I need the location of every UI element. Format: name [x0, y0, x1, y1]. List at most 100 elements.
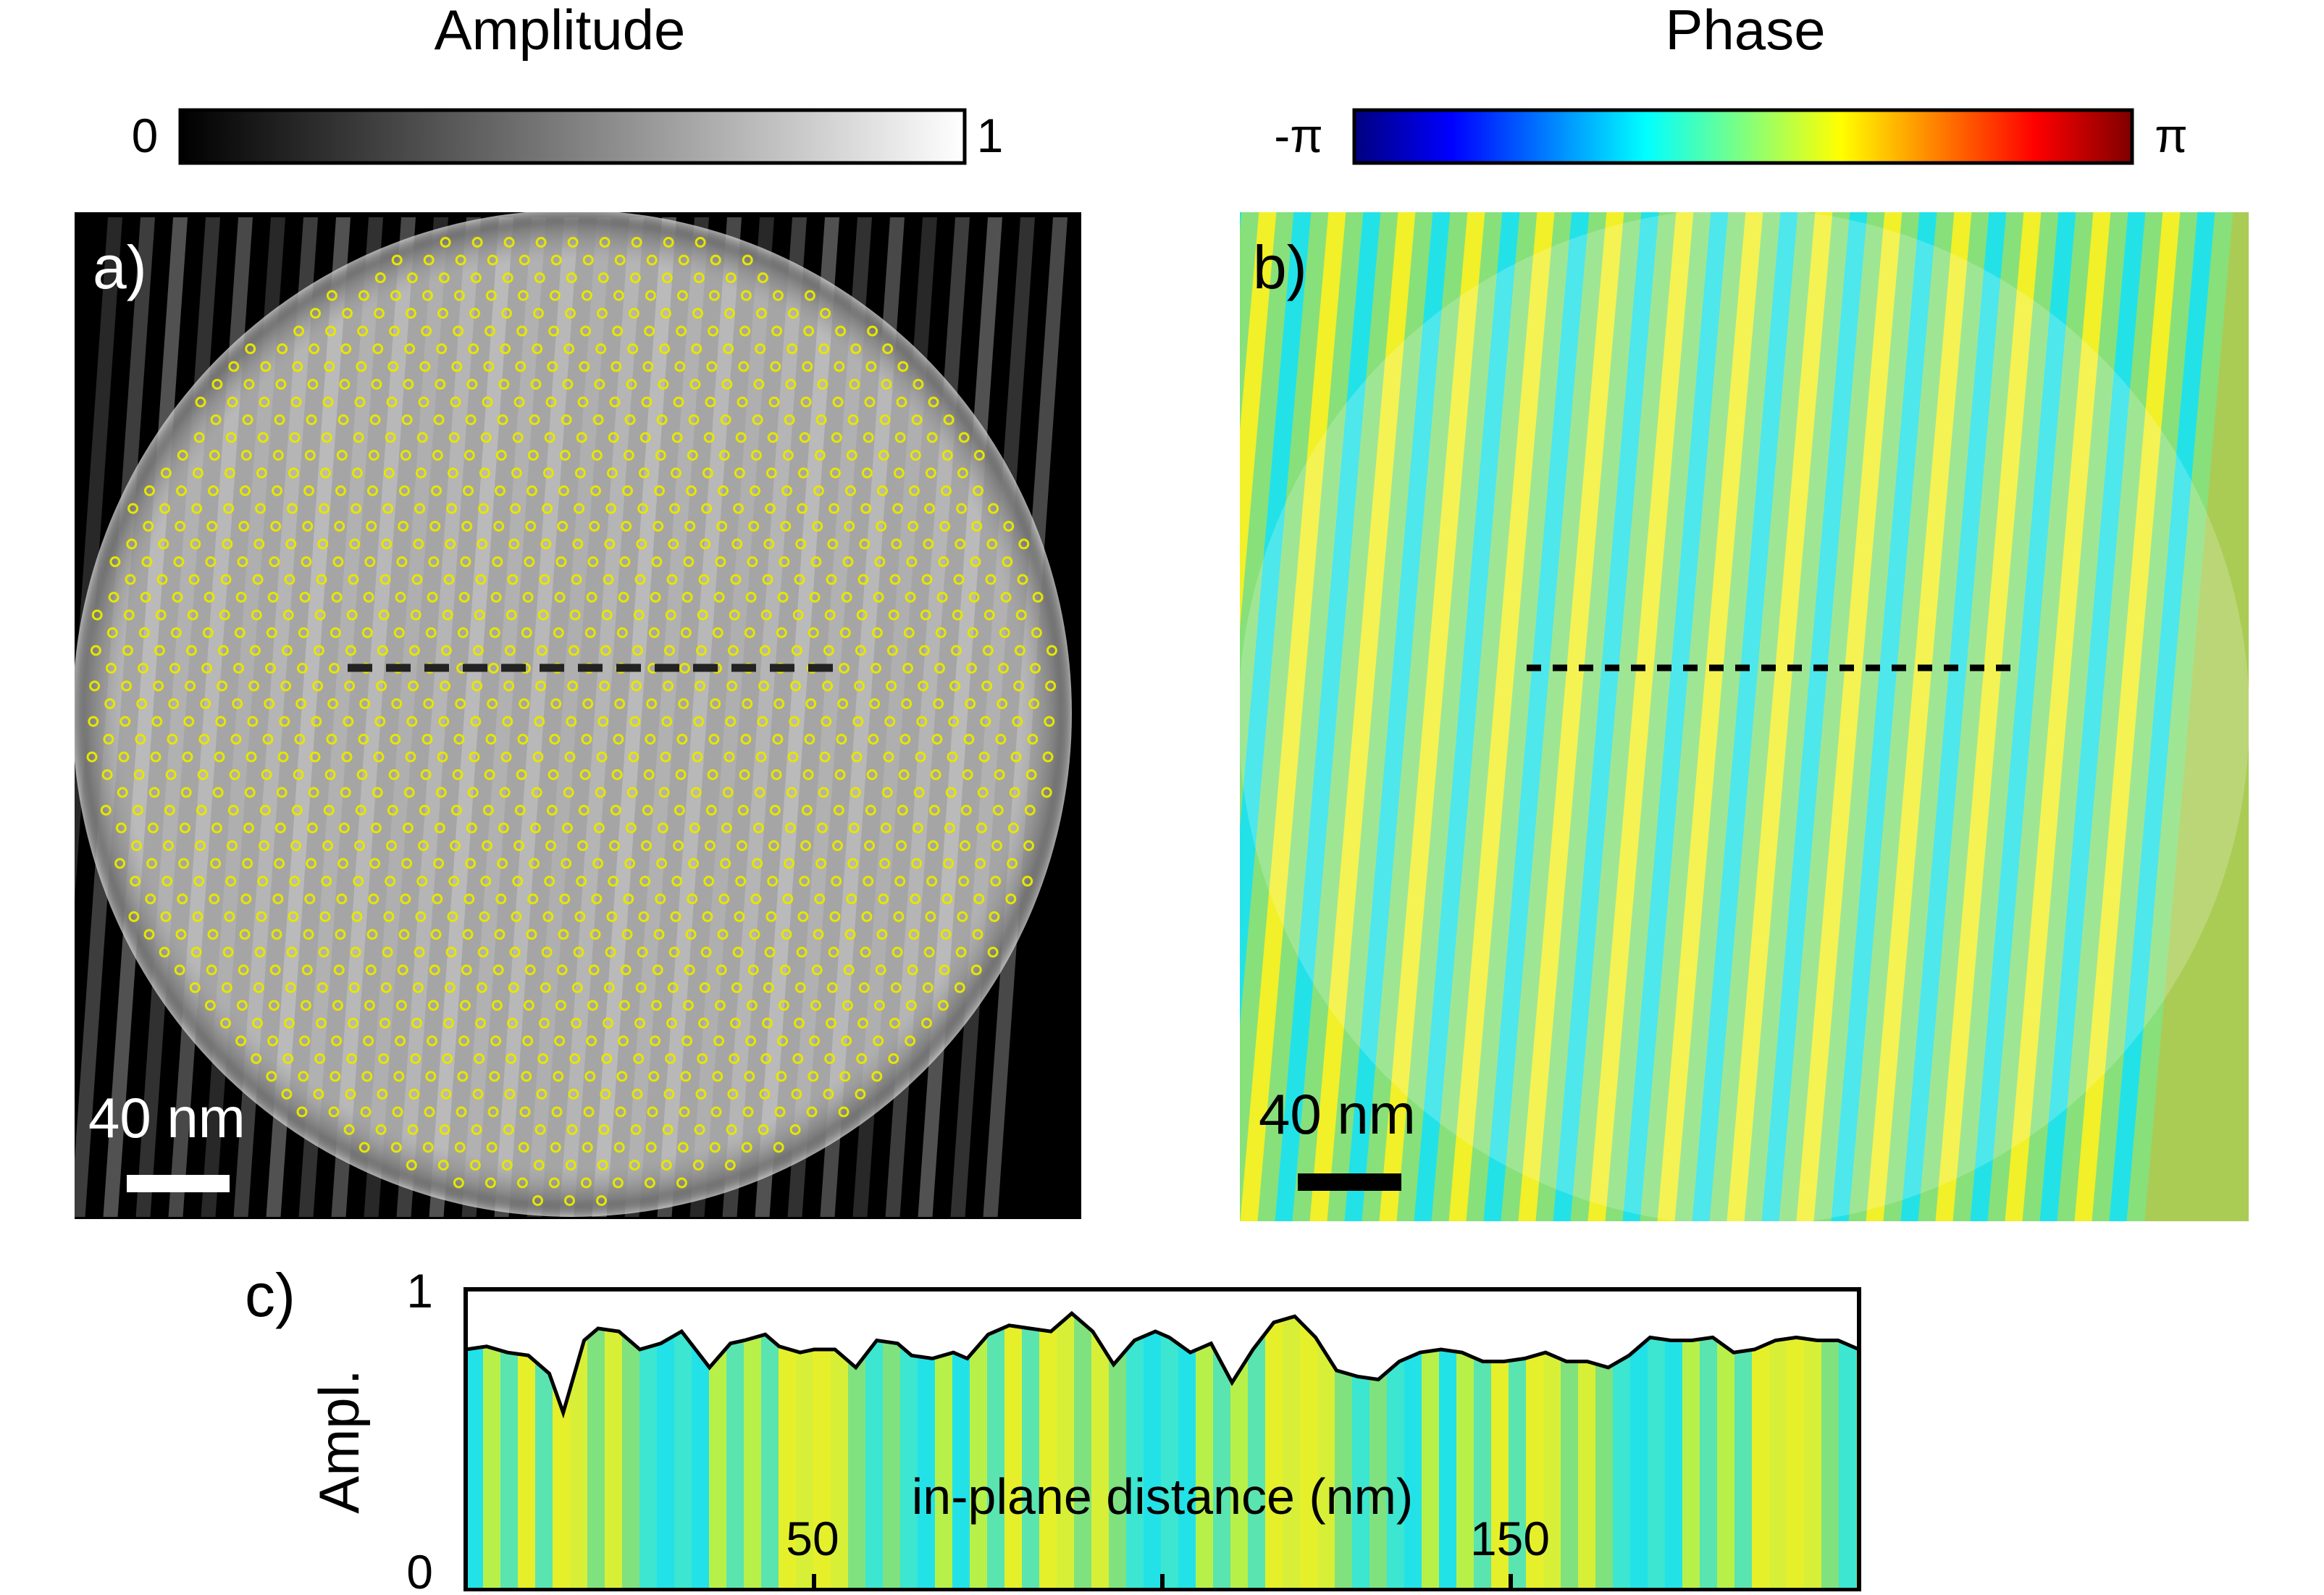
atom-marker [367, 485, 378, 496]
atom-marker [128, 911, 140, 922]
atom-marker [507, 574, 519, 585]
atom-marker [146, 858, 158, 869]
atom-marker [842, 556, 854, 567]
atom-marker [899, 734, 911, 745]
atom-marker [715, 556, 726, 567]
phase-band [587, 1289, 605, 1590]
atom-marker [243, 379, 255, 390]
atom-marker [418, 396, 429, 408]
atom-marker [741, 1142, 752, 1153]
atom-marker [800, 840, 811, 851]
atom-marker [515, 361, 527, 372]
atom-marker [214, 751, 225, 763]
atom-marker [679, 663, 690, 674]
atom-marker [587, 556, 599, 567]
atom-marker [339, 379, 351, 390]
phase-stripe [1466, 212, 1573, 1221]
atom-marker [632, 1089, 643, 1100]
phase-stripe [1396, 212, 1503, 1221]
atom-marker [472, 1089, 484, 1100]
atom-marker [968, 592, 980, 603]
atom-marker [905, 592, 916, 603]
atom-marker [834, 361, 845, 372]
atom-marker [109, 556, 121, 567]
atom-marker [532, 343, 543, 354]
atom-marker [955, 947, 967, 958]
atom-marker [770, 361, 781, 372]
atom-marker [529, 822, 541, 834]
atom-marker [599, 680, 611, 692]
atom-marker [906, 556, 918, 567]
atom-marker [463, 893, 475, 905]
atom-marker [180, 787, 192, 798]
atom-marker [944, 822, 955, 834]
atom-marker [284, 1018, 295, 1029]
atom-marker [648, 1071, 660, 1082]
atom-marker [444, 982, 456, 993]
phase-stripe [1935, 212, 2042, 1221]
atom-marker [471, 237, 483, 248]
atom-marker [517, 290, 529, 301]
atom-marker [790, 680, 802, 692]
atom-marker [246, 751, 257, 763]
atom-marker [831, 432, 842, 443]
atom-marker [731, 982, 742, 993]
atom-marker [131, 840, 142, 851]
atom-marker [592, 858, 604, 869]
atom-marker [390, 290, 401, 301]
atom-marker [185, 680, 196, 692]
atom-marker [523, 1000, 534, 1011]
atom-marker [201, 663, 212, 674]
atom-marker [160, 911, 172, 922]
phase-colorbar-max-label: π [2155, 109, 2188, 162]
atom-marker [106, 627, 118, 638]
atom-marker [737, 396, 748, 408]
atom-marker [784, 414, 795, 425]
atom-marker [353, 876, 364, 887]
atom-column-markers [86, 237, 1057, 1206]
atom-marker [622, 485, 633, 496]
atom-marker [1031, 627, 1042, 638]
atom-marker [477, 538, 488, 550]
atom-marker [633, 1053, 645, 1064]
atom-marker [448, 432, 460, 443]
atom-marker [948, 716, 960, 727]
atom-marker [616, 1071, 628, 1082]
atom-marker [256, 467, 267, 479]
atom-marker [566, 272, 577, 283]
atom-marker [437, 751, 448, 763]
atom-marker [135, 734, 146, 745]
atom-marker [423, 254, 435, 266]
atom-marker [571, 982, 583, 993]
atom-marker [905, 1035, 916, 1047]
atom-marker [232, 698, 243, 709]
panel-a-scalebar-label: 40 nm [88, 1086, 246, 1150]
atom-marker [115, 822, 127, 834]
atom-marker [810, 556, 822, 567]
atom-marker [138, 627, 150, 638]
atom-marker [1010, 751, 1022, 763]
atom-marker [550, 254, 562, 266]
atom-marker [684, 964, 695, 976]
atom-marker [595, 343, 607, 354]
atom-marker [480, 432, 492, 443]
atom-marker [108, 592, 119, 603]
atom-marker [811, 964, 823, 976]
atom-marker [265, 663, 276, 674]
atom-marker [164, 805, 175, 816]
atom-marker [242, 414, 253, 425]
atom-marker [737, 805, 749, 816]
atom-marker [605, 503, 617, 514]
atom-marker [306, 414, 317, 425]
atom-marker [849, 379, 860, 390]
atom-marker [666, 1018, 677, 1029]
atom-marker [130, 876, 141, 887]
atom-marker [269, 556, 280, 567]
atom-marker [759, 645, 771, 656]
atom-marker [705, 840, 716, 851]
atom-marker [529, 414, 540, 425]
atom-marker [222, 538, 233, 550]
atom-marker [694, 1124, 705, 1135]
atom-marker [724, 308, 735, 319]
